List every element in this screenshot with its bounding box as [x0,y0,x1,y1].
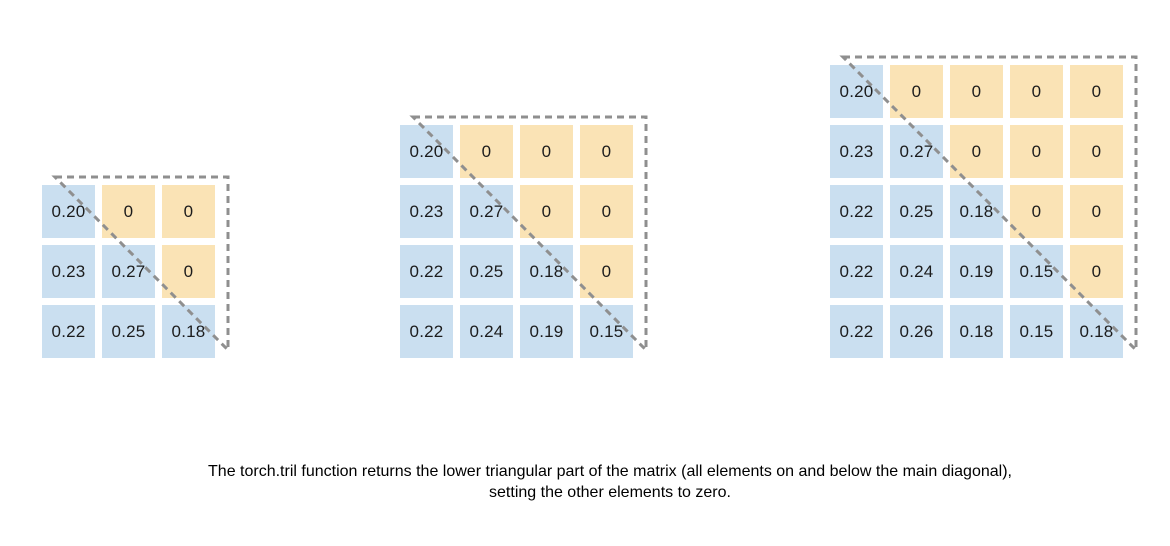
matrix-cell-r3c0: 0.22 [830,245,883,298]
matrix-cell-r0c2: 0 [950,65,1003,118]
matrix-cell-r1c3: 0 [580,185,633,238]
matrix-cell-r2c3: 0 [1010,185,1063,238]
matrix-cell-r0c0: 0.20 [830,65,883,118]
matrix-cell-r2c0: 0.22 [830,185,883,238]
matrix-cell-r2c0: 0.22 [400,245,453,298]
matrix-4x4: 0.20 0 0 0 0.23 0.27 0 0 0.22 0.25 0.18 0 0.22 0.24 0.… [400,115,648,358]
matrix-cell-r3c3: 0.15 [580,305,633,358]
matrix-cell-r0c2: 0 [162,185,215,238]
matrix-cell-r0c1: 0 [460,125,513,178]
matrix-cell-r1c1: 0.27 [890,125,943,178]
matrix-cell-r4c0: 0.22 [830,305,883,358]
matrix-cell-r0c4: 0 [1070,65,1123,118]
matrix-cell-r3c1: 0.24 [460,305,513,358]
matrix-cell-r2c1: 0.25 [460,245,513,298]
matrix-cell-r0c1: 0 [890,65,943,118]
matrix-5x5: 0.20 0 0 0 0 0.23 0.27 0 0 0 0.22 0.25 0.18 0 0 0.22 0.2… [830,55,1138,358]
matrix-cell-r1c2: 0 [162,245,215,298]
matrix-cell-r0c3: 0 [1010,65,1063,118]
matrix-cell-r1c2: 0 [950,125,1003,178]
matrix-cell-r1c0: 0.23 [400,185,453,238]
matrix-cell-r2c1: 0.25 [890,185,943,238]
matrix-cell-r0c0: 0.20 [42,185,95,238]
matrix-cell-r4c4: 0.18 [1070,305,1123,358]
matrix-cell-r2c2: 0.18 [950,185,1003,238]
matrix-cell-r3c0: 0.22 [400,305,453,358]
matrix-cell-r2c1: 0.25 [102,305,155,358]
matrix-cell-r0c1: 0 [102,185,155,238]
matrix-cell-r1c3: 0 [1010,125,1063,178]
matrix-cell-r3c1: 0.24 [890,245,943,298]
matrix-cell-r4c1: 0.26 [890,305,943,358]
matrix-cell-r1c1: 0.27 [460,185,513,238]
matrix-cell-r2c2: 0.18 [520,245,573,298]
matrix-cell-r0c2: 0 [520,125,573,178]
matrix-cell-r2c4: 0 [1070,185,1123,238]
matrix-cell-r1c1: 0.27 [102,245,155,298]
matrix-cell-r2c3: 0 [580,245,633,298]
figure-caption: The torch.tril function returns the lowe… [208,463,1012,501]
matrix-cell-r4c3: 0.15 [1010,305,1063,358]
matrix-3x3: 0.20 0 0 0.23 0.27 0 0.22 0.25 0.18 [42,175,230,358]
matrix-cell-r2c2: 0.18 [162,305,215,358]
matrix-cell-r1c4: 0 [1070,125,1123,178]
matrix-cell-r3c2: 0.19 [520,305,573,358]
matrix-cell-r3c2: 0.19 [950,245,1003,298]
matrix-cell-r1c2: 0 [520,185,573,238]
matrix-cell-r0c0: 0.20 [400,125,453,178]
matrix-cell-r0c3: 0 [580,125,633,178]
matrix-cell-r3c4: 0 [1070,245,1123,298]
matrix-cell-r1c0: 0.23 [830,125,883,178]
matrix-cell-r4c2: 0.18 [950,305,1003,358]
matrix-cell-r1c0: 0.23 [42,245,95,298]
matrix-cell-r2c0: 0.22 [42,305,95,358]
matrix-cell-r3c3: 0.15 [1010,245,1063,298]
